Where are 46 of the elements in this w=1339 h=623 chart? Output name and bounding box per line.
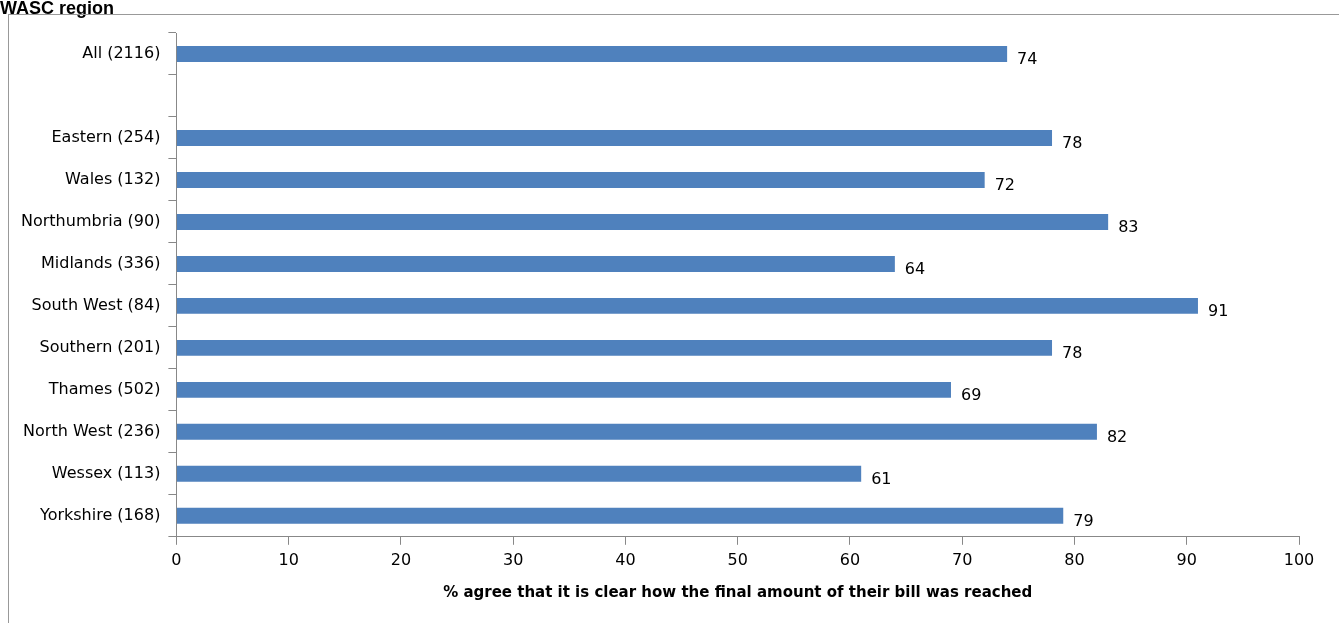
- bar: [176, 465, 862, 482]
- bar: [176, 381, 951, 398]
- data-label: 78: [1062, 343, 1083, 363]
- data-label: 61: [871, 468, 892, 488]
- data-label: 64: [904, 259, 926, 279]
- data-label: 83: [1118, 217, 1139, 237]
- x-tick-label: 80: [1064, 549, 1085, 569]
- data-label: 82: [1106, 427, 1128, 446]
- y-tick-label: Midlands (336): [40, 253, 161, 273]
- x-tick-label: 60: [839, 549, 861, 569]
- bar: [176, 46, 1008, 62]
- x-tick-label: 100: [1283, 549, 1315, 569]
- y-tick-label: North West (236): [23, 421, 161, 440]
- x-tick-label: 10: [278, 549, 299, 569]
- y-tick-label: Southern (201): [39, 337, 161, 357]
- bar: [176, 129, 1053, 146]
- x-tick-label: 70: [952, 549, 973, 569]
- y-tick-label: Wales (132): [65, 169, 161, 189]
- y-tick-label: All (2116): [82, 43, 161, 63]
- x-tick-label: 30: [502, 549, 524, 569]
- bar: [176, 255, 895, 272]
- x-tick-label: 40: [615, 549, 636, 569]
- y-tick-label: South West (84): [31, 295, 161, 315]
- x-tick-label: 20: [390, 549, 412, 569]
- y-tick-label: Wessex (113): [51, 462, 161, 482]
- bar: [176, 213, 1109, 230]
- bar: [176, 507, 1064, 524]
- data-label: 79: [1073, 510, 1094, 530]
- bar: [176, 171, 985, 188]
- y-tick-label: Eastern (254): [51, 127, 161, 147]
- data-label: 91: [1207, 301, 1229, 321]
- y-tick-label: Northumbria (90): [21, 211, 161, 231]
- x-tick-label: 50: [727, 549, 748, 569]
- data-label: 74: [1017, 49, 1038, 69]
- data-label: 69: [960, 385, 982, 405]
- x-axis-title: % agree that it is clear how the final amount of their bill was reached: [443, 582, 1033, 601]
- bar: [176, 297, 1198, 314]
- y-tick-label: Thames (502): [47, 379, 161, 399]
- x-tick-label: 90: [1176, 549, 1197, 569]
- y-tick-label: Yorkshire (168): [39, 504, 161, 524]
- bar: [176, 339, 1053, 356]
- bar: [176, 423, 1097, 440]
- chart-title: WASC region: [0, 0, 115, 19]
- data-label: 72: [994, 175, 1016, 195]
- x-tick-label: 0: [171, 549, 182, 569]
- data-label: 78: [1062, 133, 1083, 153]
